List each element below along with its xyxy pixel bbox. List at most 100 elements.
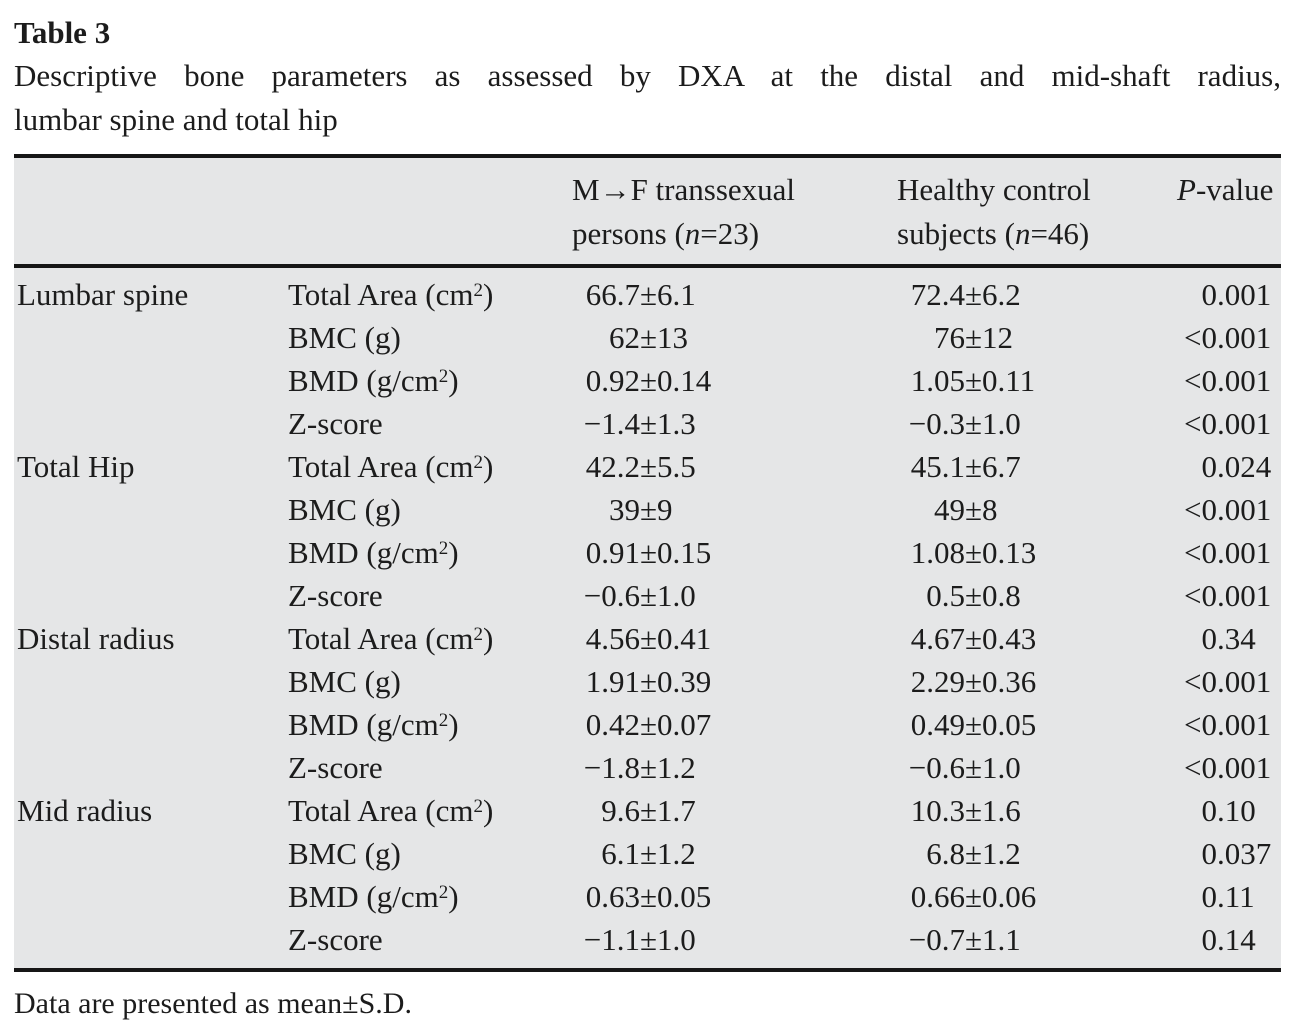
p-value-cell: 0.037 bbox=[1201, 836, 1272, 871]
plus-minus: ± bbox=[640, 621, 658, 656]
parameter-cell: Z-score bbox=[288, 922, 383, 957]
plus-minus: ± bbox=[965, 750, 983, 785]
p-value-cell: <0.001 bbox=[1184, 320, 1272, 355]
region-cell: Distal radius bbox=[17, 621, 175, 656]
mf-value-cell: −1.1±1.0 bbox=[583, 922, 696, 957]
region-cell bbox=[14, 918, 272, 970]
plus-minus: ± bbox=[965, 836, 983, 871]
mf-value-cell: 0.91±0.15 bbox=[585, 535, 712, 570]
p-value-cell: 0.10 bbox=[1201, 793, 1256, 828]
table-row: Mid radius Total Area (cm2) 9.6±1.7 10.3… bbox=[14, 789, 1281, 832]
p-value-cell: <0.001 bbox=[1184, 707, 1272, 742]
control-value-cell: 0.49±0.05 bbox=[910, 707, 1037, 742]
parameter-cell: Z-score bbox=[288, 750, 383, 785]
plus-minus: ± bbox=[965, 664, 983, 699]
plus-minus: ± bbox=[965, 320, 983, 355]
plus-minus: ± bbox=[965, 277, 983, 312]
control-value-cell: 76±12 bbox=[934, 320, 1014, 355]
mf-value-cell: 6.1±1.2 bbox=[601, 836, 696, 871]
plus-minus: ± bbox=[640, 664, 658, 699]
mf-value-cell: 4.56±0.41 bbox=[585, 621, 712, 656]
caption-line-1: Descriptive bone parameters as assessed … bbox=[14, 58, 1281, 93]
control-value-cell: 4.67±0.43 bbox=[910, 621, 1037, 656]
region-cell bbox=[14, 746, 272, 789]
column-header-mf-group: M→F transsexual persons (n=23) bbox=[556, 156, 881, 268]
control-value-cell: −0.6±1.0 bbox=[908, 750, 1021, 785]
plus-minus: ± bbox=[965, 922, 983, 957]
table-row: BMD (g/cm2) 0.42±0.07 0.49±0.05 <0.001 bbox=[14, 703, 1281, 746]
region-cell bbox=[14, 660, 272, 703]
p-value-cell: <0.001 bbox=[1184, 578, 1272, 613]
plus-minus: ± bbox=[640, 922, 658, 957]
table-row: Z-score −0.6±1.0 0.5±0.8 <0.001 bbox=[14, 574, 1281, 617]
parameter-cell: BMD (g/cm2) bbox=[288, 535, 459, 570]
plus-minus: ± bbox=[965, 578, 983, 613]
control-value-cell: −0.3±1.0 bbox=[908, 406, 1021, 441]
p-value-cell: <0.001 bbox=[1184, 664, 1272, 699]
control-value-cell: −0.7±1.1 bbox=[908, 922, 1021, 957]
region-cell bbox=[14, 832, 272, 875]
superscript: 2 bbox=[473, 452, 483, 473]
parameter-cell: Total Area (cm2) bbox=[288, 793, 494, 828]
mf-value-cell: −0.6±1.0 bbox=[583, 578, 696, 613]
parameter-cell: Z-score bbox=[288, 578, 383, 613]
region-cell bbox=[14, 531, 272, 574]
plus-minus: ± bbox=[640, 277, 658, 312]
plus-minus: ± bbox=[965, 406, 983, 441]
table-number-title: Table 3 bbox=[14, 15, 111, 50]
superscript: 2 bbox=[438, 366, 449, 387]
control-value-cell: 10.3±1.6 bbox=[910, 793, 1021, 828]
table-row: Z-score −1.8±1.2 −0.6±1.0 <0.001 bbox=[14, 746, 1281, 789]
table-row: BMC (g) 39±9 49±8 <0.001 bbox=[14, 488, 1281, 531]
hc-header-line2: subjects (n=46) bbox=[897, 216, 1090, 251]
region-cell bbox=[14, 703, 272, 746]
hc-header-line1: Healthy control bbox=[897, 172, 1091, 207]
p-value-cell: <0.001 bbox=[1184, 535, 1272, 570]
region-cell bbox=[14, 875, 272, 918]
control-value-cell: 49±8 bbox=[934, 492, 998, 527]
column-header-control-group: Healthy control subjects (n=46) bbox=[881, 156, 1161, 268]
region-cell bbox=[14, 574, 272, 617]
table-row: BMD (g/cm2) 0.91±0.15 1.08±0.13 <0.001 bbox=[14, 531, 1281, 574]
table-row: BMC (g) 1.91±0.39 2.29±0.36 <0.001 bbox=[14, 660, 1281, 703]
superscript: 2 bbox=[473, 796, 483, 817]
plus-minus: ± bbox=[640, 363, 658, 398]
plus-minus: ± bbox=[640, 879, 658, 914]
control-value-cell: 2.29±0.36 bbox=[910, 664, 1037, 699]
region-cell: Lumbar spine bbox=[17, 277, 189, 312]
mf-value-cell: 0.42±0.07 bbox=[585, 707, 712, 742]
parameter-cell: Z-score bbox=[288, 406, 383, 441]
region-cell: Total Hip bbox=[17, 449, 135, 484]
parameter-cell: BMC (g) bbox=[288, 664, 401, 699]
superscript: 2 bbox=[473, 280, 483, 301]
plus-minus: ± bbox=[965, 492, 983, 527]
plus-minus: ± bbox=[640, 707, 658, 742]
plus-minus: ± bbox=[965, 793, 983, 828]
region-cell bbox=[14, 488, 272, 531]
parameter-cell: BMD (g/cm2) bbox=[288, 879, 459, 914]
control-value-cell: 72.4±6.2 bbox=[910, 277, 1021, 312]
parameter-cell: Total Area (cm2) bbox=[288, 277, 494, 312]
plus-minus: ± bbox=[640, 492, 658, 527]
mf-value-cell: 0.92±0.14 bbox=[585, 363, 712, 398]
table-caption: Descriptive bone parameters as assessed … bbox=[14, 54, 1281, 142]
plus-minus: ± bbox=[965, 449, 983, 484]
control-value-cell: 6.8±1.2 bbox=[926, 836, 1021, 871]
mf-value-cell: −1.4±1.3 bbox=[583, 406, 696, 441]
table-row: Total Hip Total Area (cm2) 42.2±5.5 45.1… bbox=[14, 445, 1281, 488]
plus-minus: ± bbox=[640, 320, 658, 355]
mf-value-cell: 62±13 bbox=[609, 320, 689, 355]
header-spacer-region bbox=[14, 156, 272, 268]
p-value-cell: <0.001 bbox=[1184, 363, 1272, 398]
mf-value-cell: −1.8±1.2 bbox=[583, 750, 696, 785]
p-value-cell: <0.001 bbox=[1184, 406, 1272, 441]
mf-header-line1: M→F transsexual bbox=[572, 172, 796, 207]
p-value-cell: <0.001 bbox=[1184, 492, 1272, 527]
italic-n: n bbox=[684, 216, 701, 251]
mf-value-cell: 1.91±0.39 bbox=[585, 664, 712, 699]
p-value-cell: 0.34 bbox=[1201, 621, 1256, 656]
parameter-cell: BMD (g/cm2) bbox=[288, 707, 459, 742]
control-value-cell: 1.05±0.11 bbox=[910, 363, 1036, 398]
control-value-cell: 1.08±0.13 bbox=[910, 535, 1037, 570]
superscript: 2 bbox=[438, 538, 449, 559]
